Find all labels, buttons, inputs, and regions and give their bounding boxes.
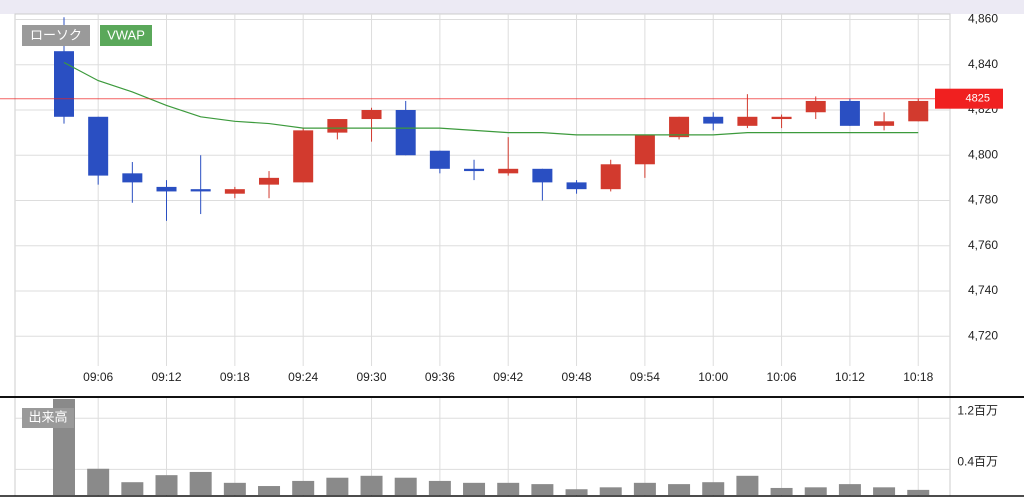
candle-body xyxy=(874,121,895,126)
candle-body xyxy=(54,51,74,117)
volume-bar xyxy=(223,482,246,495)
candle-body xyxy=(669,116,690,138)
volume-bar xyxy=(633,482,656,495)
volume-bar xyxy=(702,482,725,495)
x-tick-label: 10:12 xyxy=(835,370,865,384)
volume-bar xyxy=(394,477,417,495)
candle-body xyxy=(532,168,553,183)
x-tick-label: 09:24 xyxy=(288,370,318,384)
volume-bar xyxy=(87,468,110,495)
candle-body xyxy=(122,173,143,183)
candle-body xyxy=(703,116,724,124)
candle-body xyxy=(805,100,826,113)
volume-bar xyxy=(155,475,178,495)
last-price-label: 4825 xyxy=(966,93,990,105)
candle-body xyxy=(224,189,245,194)
volume-bar xyxy=(907,489,930,495)
candle-body xyxy=(737,116,758,126)
last-price-box xyxy=(935,88,1003,109)
x-tick-label: 10:06 xyxy=(767,370,797,384)
legend-box xyxy=(100,25,152,46)
volume-bar xyxy=(838,484,861,495)
candle-body xyxy=(634,134,655,165)
candle-body xyxy=(566,182,587,190)
volume-bar xyxy=(326,477,349,495)
y-tick-label: 4,800 xyxy=(968,147,998,161)
candle-body xyxy=(429,150,450,169)
volume-bar xyxy=(463,482,486,495)
candle-body xyxy=(88,116,109,176)
y-tick-label: 4,840 xyxy=(968,57,998,71)
candle-body xyxy=(190,189,211,192)
candle-body xyxy=(498,168,519,174)
x-tick-label: 09:48 xyxy=(562,370,592,384)
y-tick-label: 4,860 xyxy=(968,12,998,26)
candle-body xyxy=(293,130,314,183)
x-tick-label: 09:18 xyxy=(220,370,250,384)
y-tick-label: 4,720 xyxy=(968,328,998,342)
plot-frame xyxy=(14,13,951,497)
legend-box xyxy=(22,25,90,46)
volume-bar xyxy=(770,487,793,495)
candle-body xyxy=(327,119,348,133)
volume-title: 出来高 xyxy=(28,409,67,424)
candle-body xyxy=(259,177,280,185)
x-tick-label: 09:36 xyxy=(425,370,455,384)
candle-body xyxy=(771,116,792,120)
x-tick-label: 09:30 xyxy=(357,370,387,384)
x-tick-label: 09:12 xyxy=(151,370,181,384)
y-tick-label: 4,760 xyxy=(968,238,998,252)
volume-bar xyxy=(292,480,315,495)
y-tick-label: 4,780 xyxy=(968,193,998,207)
vwap-line xyxy=(63,61,919,136)
legend-label: VWAP xyxy=(107,27,145,42)
volume-bar xyxy=(565,489,588,495)
volume-bar xyxy=(497,482,520,495)
x-tick-label: 10:18 xyxy=(903,370,933,384)
candle-body xyxy=(395,110,416,156)
volume-bar xyxy=(736,475,759,495)
volume-bar xyxy=(428,480,451,495)
volume-bar xyxy=(360,475,383,495)
top-strip xyxy=(0,0,1024,14)
x-tick-label: 10:00 xyxy=(698,370,728,384)
x-tick-label: 09:06 xyxy=(83,370,113,384)
candle-body xyxy=(464,168,485,172)
volume-bar xyxy=(189,471,212,495)
candle-body xyxy=(839,100,860,126)
y-tick-label: 0.4百万 xyxy=(957,455,998,469)
x-tick-label: 09:54 xyxy=(630,370,660,384)
y-tick-label: 4,740 xyxy=(968,283,998,297)
volume-bar xyxy=(873,487,896,495)
volume-bar xyxy=(531,484,554,495)
volume-bar xyxy=(668,484,691,495)
volume-bar xyxy=(599,487,622,495)
candle-body xyxy=(156,186,177,192)
candle-body xyxy=(600,164,621,190)
volume-bar xyxy=(804,487,827,495)
legend-label: ローソク xyxy=(30,27,82,42)
candle-body xyxy=(361,110,382,120)
volume-bar xyxy=(258,486,281,495)
x-tick-label: 09:42 xyxy=(493,370,523,384)
volume-bar xyxy=(121,482,144,495)
y-tick-label: 1.2百万 xyxy=(957,403,998,417)
volume-title-box xyxy=(22,408,74,428)
candle-body xyxy=(908,100,929,122)
